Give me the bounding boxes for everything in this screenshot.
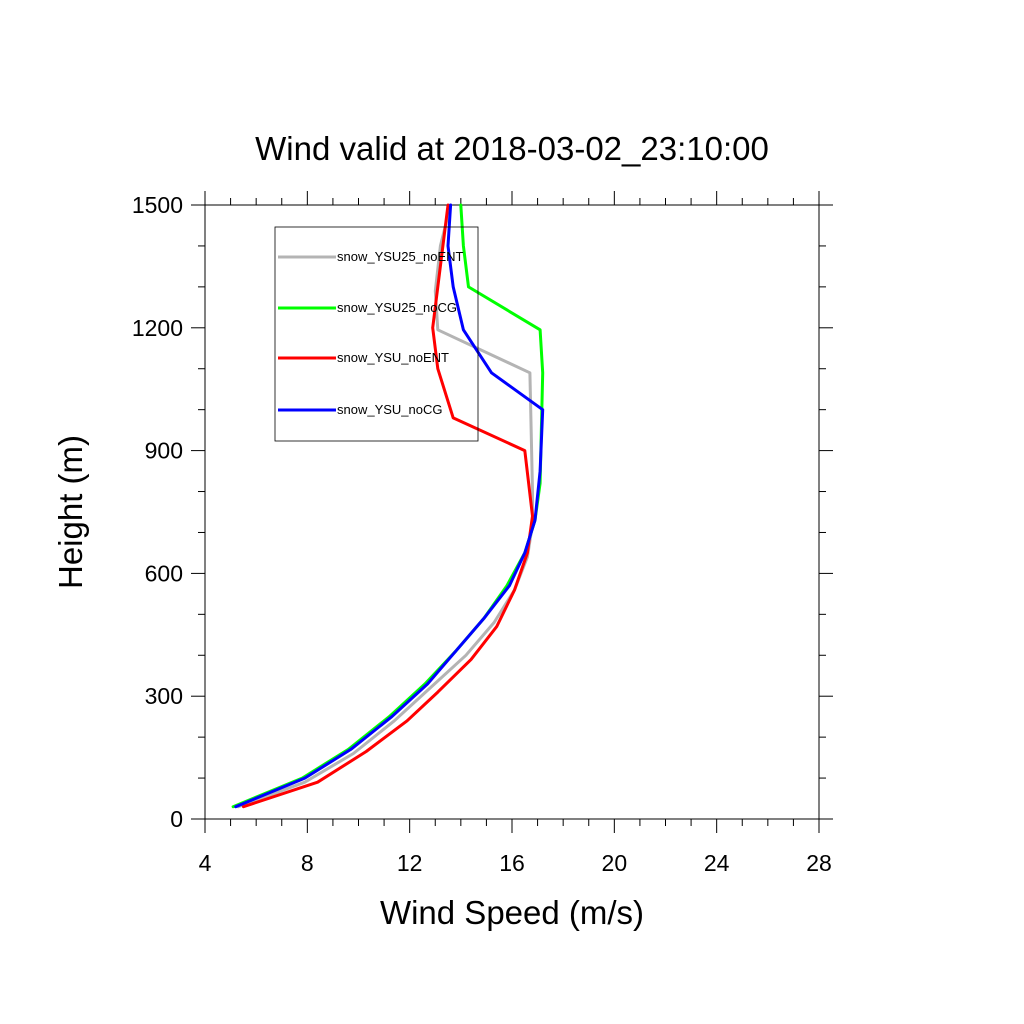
- y-tick-label: 1500: [132, 192, 183, 218]
- x-axis-label: Wind Speed (m/s): [380, 894, 644, 931]
- legend-label: snow_YSU_noCG: [337, 402, 443, 417]
- x-tick-label: 8: [301, 850, 314, 876]
- x-tick-label: 28: [806, 850, 832, 876]
- legend-label: snow_YSU25_noENT: [337, 249, 464, 264]
- legend-label: snow_YSU25_noCG: [337, 300, 457, 315]
- x-tick-label: 4: [199, 850, 212, 876]
- x-tick-label: 24: [704, 850, 730, 876]
- y-tick-label: 900: [145, 438, 183, 464]
- x-tick-label: 20: [602, 850, 628, 876]
- y-tick-label: 0: [170, 806, 183, 832]
- legend-box: [274, 226, 479, 442]
- y-tick-label: 1200: [132, 315, 183, 341]
- chart-title: Wind valid at 2018-03-02_23:10:00: [255, 130, 769, 167]
- series-line-snow_YSU_noENT: [241, 203, 534, 809]
- legend-label: snow_YSU_noENT: [337, 350, 449, 365]
- series-line-snow_YSU25_noCG: [231, 203, 545, 809]
- series-line-snow_YSU25_noENT: [236, 203, 534, 809]
- plot-frame: [204, 204, 820, 820]
- x-tick-label: 12: [397, 850, 423, 876]
- plot-area: 4 8 12 16 20 24 28 0 300 600 900 1200 1500 snow_YSU25…: [132, 191, 833, 876]
- x-tick-label: 16: [499, 850, 525, 876]
- y-tick-label: 300: [145, 683, 183, 709]
- legend: snow_YSU25_noENT snow_YSU25_noCG snow_YSU_…: [274, 226, 479, 442]
- y-tick-label: 600: [145, 560, 183, 586]
- series-line-snow_YSU_noCG: [234, 203, 545, 809]
- y-axis-label: Height (m): [52, 435, 89, 589]
